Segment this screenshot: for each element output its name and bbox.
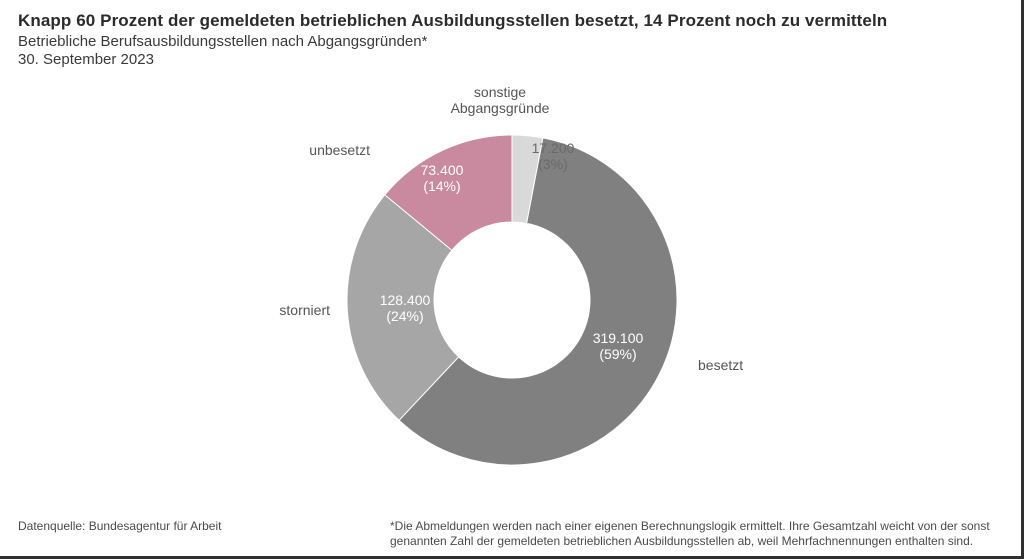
slice-value-unbesetzt: 73.400(14%) [421, 162, 464, 194]
slice-label-unbesetzt: unbesetzt [309, 142, 370, 158]
slice-value-besetzt: 319.100(59%) [593, 330, 644, 362]
slice-value-storniert: 128.400(24%) [380, 292, 431, 324]
page-date: 30. September 2023 [18, 51, 1006, 68]
footer: Datenquelle: Bundesagentur für Arbeit *D… [18, 519, 1010, 549]
slice-label-sonstige: sonstigeAbgangsgründe [451, 85, 550, 116]
data-source: Datenquelle: Bundesagentur für Arbeit [18, 519, 221, 533]
header: Knapp 60 Prozent der gemeldeten betriebl… [18, 10, 1006, 68]
footnote: *Die Abmeldungen werden nach einer eigen… [390, 519, 1010, 549]
page-subtitle: Betriebliche Berufsausbildungsstellen na… [18, 33, 1006, 50]
slice-label-besetzt: besetzt [698, 357, 743, 373]
page: Knapp 60 Prozent der gemeldeten betriebl… [0, 0, 1024, 559]
slice-label-storniert: storniert [279, 302, 330, 318]
donut-chart: sonstigeAbgangsgründe besetzt storniert unb… [0, 85, 1024, 505]
page-title: Knapp 60 Prozent der gemeldeten betriebl… [18, 10, 1006, 31]
